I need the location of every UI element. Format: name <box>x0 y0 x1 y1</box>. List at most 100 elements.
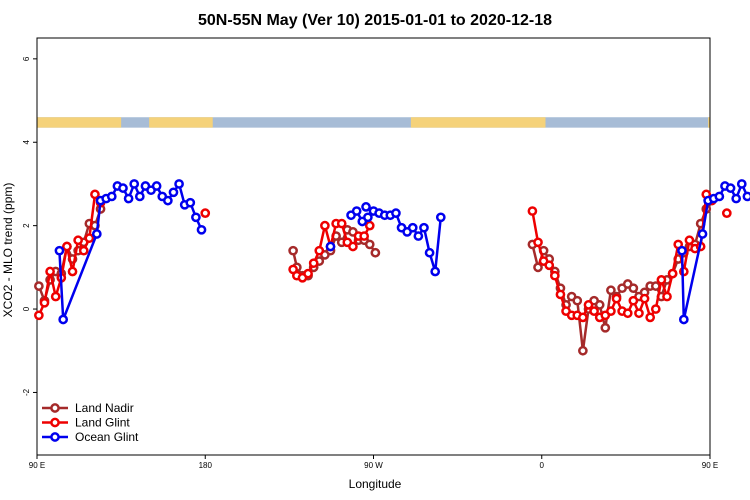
y-axis-title: XCO2 - MLO trend (ppm) <box>1 183 15 318</box>
point-2-1-14 <box>424 247 435 258</box>
legend-label-1: Land Glint <box>75 416 130 430</box>
point-2-2-1 <box>678 314 689 325</box>
point-1-0-10 <box>90 189 100 200</box>
point-0-2-14 <box>606 285 616 296</box>
point-1-0-5 <box>62 241 72 252</box>
isolated-point-3 <box>721 208 732 218</box>
point-1-1-14 <box>364 220 375 231</box>
x-tick-label-4: 90 E <box>702 461 718 470</box>
y-tick-label-0: -2 <box>22 388 31 396</box>
point-2-1-3 <box>363 212 373 223</box>
legend-label-0: Land Nadir <box>75 401 134 415</box>
point-2-0-2 <box>91 229 102 239</box>
point-0-1-0 <box>288 245 298 256</box>
point-2-0-20 <box>191 212 201 223</box>
point-1-2-5 <box>555 289 566 300</box>
point-1-2-28 <box>684 235 695 246</box>
x-tick-label-2: 90 W <box>364 461 383 470</box>
point-2-0-0 <box>54 245 65 256</box>
point-1-1-3 <box>303 268 313 279</box>
point-1-2-20 <box>639 293 650 304</box>
x-tick-label-0: 90 E <box>29 461 45 470</box>
point-1-2-22 <box>650 304 661 314</box>
land-segment-3 <box>708 117 710 128</box>
point-2-0-1 <box>58 314 69 325</box>
land-segment-2 <box>410 117 546 128</box>
point-1-0-0 <box>34 310 44 321</box>
point-1-2-21 <box>645 312 656 323</box>
point-1-0-7 <box>73 235 83 246</box>
y-tick-label-2: 2 <box>22 223 31 228</box>
point-1-2-17 <box>622 308 633 319</box>
series-layer <box>34 179 750 356</box>
land-mask-band <box>37 117 710 128</box>
point-2-0-7 <box>118 183 128 193</box>
chart-title: 50N-55N May (Ver 10) 2015-01-01 to 2020-… <box>198 12 552 29</box>
point-1-2-4 <box>549 270 560 281</box>
series-1 <box>34 189 717 323</box>
point-2-1-13 <box>419 222 429 233</box>
point-0-1-14 <box>364 239 375 250</box>
point-0-0-0 <box>34 281 44 291</box>
point-1-1-4 <box>308 258 319 269</box>
point-2-0-17 <box>174 179 184 189</box>
point-0-2-13 <box>600 322 611 333</box>
point-0-2-1 <box>533 262 543 273</box>
point-2-0-19 <box>185 197 196 208</box>
point-1-2-1 <box>533 237 543 248</box>
point-1-1-9 <box>336 218 347 229</box>
point-1-0-1 <box>39 297 50 308</box>
point-0-2-8 <box>572 295 583 306</box>
x-axis-title: Longitude <box>349 477 402 491</box>
point-2-0-21 <box>196 224 207 235</box>
x-tick-label-1: 180 <box>199 461 213 470</box>
point-1-1-11 <box>348 241 358 252</box>
x-tick-label-3: 0 <box>540 461 545 470</box>
point-0-2-12 <box>594 300 605 310</box>
point-0-1-15 <box>370 247 381 258</box>
point-2-0-8 <box>123 193 134 204</box>
point-1-0-6 <box>67 266 78 277</box>
point-1-2-11 <box>589 306 599 316</box>
isolated-point-1 <box>325 241 336 252</box>
series-2 <box>54 179 750 325</box>
point-2-2-7 <box>725 183 736 193</box>
isolated-point-2 <box>361 202 371 212</box>
point-1-2-19 <box>634 308 644 319</box>
y-tick-label-1: 0 <box>22 306 31 311</box>
legend-marker-1 <box>50 417 60 428</box>
point-1-2-18 <box>628 295 639 306</box>
legend-marker-2 <box>50 432 60 442</box>
point-2-1-1 <box>351 206 362 216</box>
point-2-2-0 <box>677 245 687 256</box>
point-1-2-23 <box>656 275 667 285</box>
y-tick-label-4: 6 <box>22 56 31 61</box>
point-1-2-15 <box>611 293 622 304</box>
point-1-0-2 <box>45 266 55 277</box>
point-2-1-15 <box>430 266 441 277</box>
point-1-2-0 <box>527 206 538 216</box>
point-2-0-10 <box>134 191 145 202</box>
point-2-0-5 <box>106 191 117 202</box>
point-2-0-13 <box>151 181 162 191</box>
series-1-line-0 <box>37 193 102 316</box>
point-0-2-18 <box>628 283 639 294</box>
point-2-2-5 <box>714 191 725 202</box>
point-2-0-16 <box>168 187 179 198</box>
point-1-2-25 <box>667 268 678 279</box>
point-1-0-8 <box>78 245 89 256</box>
point-1-2-24 <box>662 291 672 302</box>
point-2-2-9 <box>736 179 747 189</box>
point-2-1-16 <box>435 212 446 223</box>
point-1-2-3 <box>544 260 555 271</box>
point-1-2-14 <box>606 306 616 316</box>
point-2-0-9 <box>129 179 140 189</box>
land-segment-0 <box>37 117 122 128</box>
point-0-2-9 <box>578 345 588 356</box>
point-2-2-8 <box>731 193 742 204</box>
legend-marker-0 <box>50 403 60 413</box>
point-1-0-3 <box>50 291 61 302</box>
point-2-0-15 <box>163 195 173 206</box>
